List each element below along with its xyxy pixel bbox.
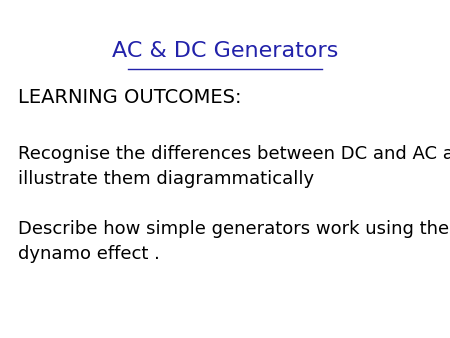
Text: Recognise the differences between DC and AC and
illustrate them diagrammatically: Recognise the differences between DC and… xyxy=(18,145,450,188)
Text: Describe how simple generators work using the
dynamo effect .: Describe how simple generators work usin… xyxy=(18,220,449,263)
Text: AC & DC Generators: AC & DC Generators xyxy=(112,41,338,61)
Text: LEARNING OUTCOMES:: LEARNING OUTCOMES: xyxy=(18,88,242,107)
